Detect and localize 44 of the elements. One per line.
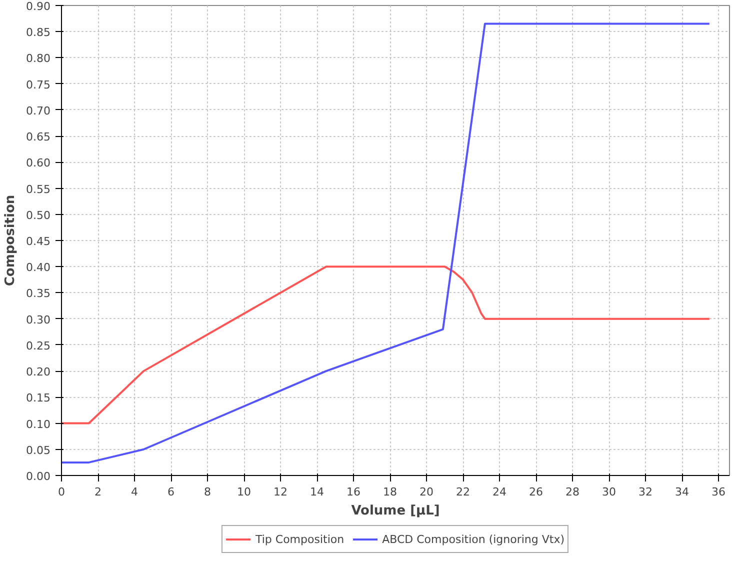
y-tick-label: 0.85 — [26, 26, 51, 40]
x-axis-title: Volume [µL] — [351, 504, 440, 518]
x-tick-label: 32 — [638, 486, 653, 498]
x-tick-label: 6 — [168, 486, 175, 498]
x-tick-label: 0 — [58, 486, 65, 498]
y-tick-label: 0.15 — [26, 392, 51, 405]
line-series — [62, 22, 710, 464]
x-tick-label: 18 — [383, 486, 398, 498]
x-tick-label: 10 — [237, 486, 252, 498]
x-tick-label: 36 — [712, 486, 726, 498]
x-tick-label: 4 — [131, 486, 138, 498]
y-tick-label: 0.50 — [26, 208, 51, 222]
y-tick-label: 0.00 — [26, 470, 51, 483]
y-tick-label: 0.40 — [26, 261, 51, 274]
x-tick-label: 16 — [346, 486, 361, 498]
x-tick-label: 14 — [310, 486, 324, 498]
y-tick-label: 0.05 — [26, 444, 51, 457]
y-tick-label: 0.80 — [26, 52, 51, 66]
legend-label: Tip Composition — [255, 532, 344, 546]
y-tick-label: 0.90 — [26, 0, 51, 13]
x-tick-label: 34 — [675, 486, 690, 498]
y-tick-label: 0.70 — [26, 104, 51, 118]
y-tick-label: 0.30 — [26, 313, 51, 326]
x-tick-label: 26 — [529, 486, 544, 498]
y-tick-label: 0.45 — [26, 235, 51, 248]
y-tick-label: 0.10 — [26, 418, 51, 431]
x-tick-label: 12 — [274, 486, 288, 498]
x-tick-label: 24 — [492, 486, 507, 498]
legend-label: ABCD Composition (ignoring Vtx) — [382, 532, 565, 546]
y-tick-label: 0.35 — [26, 287, 51, 300]
y-tick-label: 0.55 — [26, 182, 51, 196]
y-tick-label: 0.75 — [26, 78, 51, 92]
y-tick-label: 0.60 — [26, 156, 51, 170]
y-tick-label: 0.25 — [26, 339, 51, 352]
x-tick-label: 20 — [420, 486, 434, 498]
x-tick-label: 22 — [456, 486, 470, 498]
y-tick-label: 0.20 — [26, 366, 51, 379]
x-tick-label: 2 — [94, 486, 102, 498]
x-tick-label: 8 — [204, 486, 212, 498]
line-series — [62, 266, 710, 424]
y-tick-label: 0.65 — [26, 130, 51, 144]
y-axis-title: Composition — [3, 194, 18, 286]
x-tick-label: 30 — [602, 486, 616, 498]
x-tick-label: 28 — [566, 486, 580, 498]
